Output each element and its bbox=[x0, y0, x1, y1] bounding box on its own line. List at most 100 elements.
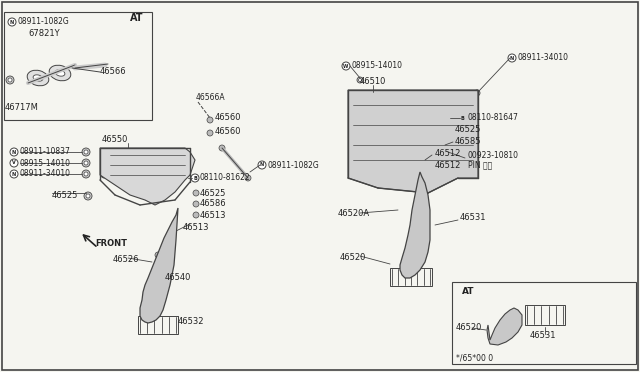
Circle shape bbox=[193, 212, 199, 218]
Text: 46526: 46526 bbox=[113, 256, 140, 264]
Circle shape bbox=[465, 137, 471, 143]
Circle shape bbox=[10, 159, 18, 167]
Polygon shape bbox=[348, 90, 478, 193]
Text: */65*00 0: */65*00 0 bbox=[456, 353, 493, 362]
Text: 08915-14010: 08915-14010 bbox=[351, 61, 402, 71]
Text: 08911-34010: 08911-34010 bbox=[19, 170, 70, 179]
Text: N: N bbox=[12, 150, 16, 154]
Circle shape bbox=[101, 172, 107, 178]
Circle shape bbox=[183, 162, 189, 168]
Circle shape bbox=[458, 114, 466, 122]
Circle shape bbox=[84, 161, 88, 165]
Circle shape bbox=[152, 267, 158, 273]
Circle shape bbox=[82, 170, 90, 178]
Circle shape bbox=[84, 192, 92, 200]
Ellipse shape bbox=[49, 65, 71, 81]
Text: 46586: 46586 bbox=[200, 199, 227, 208]
Circle shape bbox=[155, 252, 161, 258]
Circle shape bbox=[184, 164, 188, 167]
Circle shape bbox=[84, 172, 88, 176]
Circle shape bbox=[86, 194, 90, 198]
Circle shape bbox=[102, 173, 106, 176]
Circle shape bbox=[465, 112, 471, 118]
Circle shape bbox=[356, 138, 360, 141]
Text: 46512: 46512 bbox=[435, 148, 461, 157]
Polygon shape bbox=[400, 172, 430, 278]
Text: 46512: 46512 bbox=[435, 160, 461, 170]
Circle shape bbox=[444, 147, 450, 153]
Text: 08911-1082G: 08911-1082G bbox=[267, 160, 319, 170]
Circle shape bbox=[102, 154, 106, 157]
Text: 46525: 46525 bbox=[52, 192, 78, 201]
Text: N: N bbox=[10, 19, 14, 25]
Text: 46520: 46520 bbox=[340, 253, 366, 263]
Text: 46560: 46560 bbox=[215, 112, 241, 122]
Text: V: V bbox=[12, 160, 16, 166]
Circle shape bbox=[10, 170, 18, 178]
Text: 46540: 46540 bbox=[165, 273, 191, 282]
Text: 46525: 46525 bbox=[200, 189, 227, 198]
Circle shape bbox=[191, 174, 199, 182]
Text: 08110-81622: 08110-81622 bbox=[200, 173, 251, 183]
Circle shape bbox=[476, 92, 479, 94]
Text: 46531: 46531 bbox=[460, 214, 486, 222]
Ellipse shape bbox=[33, 75, 43, 81]
Text: FRONT: FRONT bbox=[95, 240, 127, 248]
Circle shape bbox=[82, 148, 90, 156]
Circle shape bbox=[342, 62, 350, 70]
Text: 46513: 46513 bbox=[183, 224, 209, 232]
Circle shape bbox=[355, 137, 361, 143]
Polygon shape bbox=[487, 308, 522, 345]
Text: 08911-34010: 08911-34010 bbox=[517, 54, 568, 62]
Text: 46585: 46585 bbox=[455, 138, 481, 147]
Ellipse shape bbox=[55, 70, 65, 76]
Text: 46531: 46531 bbox=[530, 331, 557, 340]
Circle shape bbox=[207, 130, 213, 136]
Text: 08110-81647: 08110-81647 bbox=[467, 113, 518, 122]
Circle shape bbox=[357, 77, 363, 83]
Text: 46560: 46560 bbox=[215, 128, 241, 137]
Text: 46513: 46513 bbox=[200, 211, 227, 219]
Circle shape bbox=[183, 152, 189, 158]
Circle shape bbox=[149, 282, 155, 288]
Bar bbox=[452, 282, 636, 364]
Circle shape bbox=[447, 127, 453, 133]
Text: 00923-10810: 00923-10810 bbox=[468, 151, 519, 160]
Text: PIN ピン: PIN ピン bbox=[468, 160, 492, 170]
Text: 08911-10837: 08911-10837 bbox=[19, 148, 70, 157]
Text: 46520: 46520 bbox=[456, 324, 483, 333]
Text: 46525: 46525 bbox=[455, 125, 481, 135]
Bar bbox=[4, 12, 152, 120]
Circle shape bbox=[449, 128, 451, 131]
Circle shape bbox=[184, 154, 188, 157]
Text: B: B bbox=[460, 115, 464, 121]
Text: N: N bbox=[510, 55, 514, 61]
Text: 46550: 46550 bbox=[102, 135, 129, 144]
Circle shape bbox=[6, 76, 14, 84]
Circle shape bbox=[219, 145, 225, 151]
Text: 08911-1082G: 08911-1082G bbox=[17, 17, 68, 26]
Text: 46566: 46566 bbox=[100, 67, 127, 77]
Circle shape bbox=[245, 175, 251, 181]
Text: W: W bbox=[343, 64, 349, 68]
Circle shape bbox=[102, 164, 106, 167]
Circle shape bbox=[258, 161, 266, 169]
Circle shape bbox=[508, 54, 516, 62]
Circle shape bbox=[207, 117, 213, 123]
Text: 46520A: 46520A bbox=[338, 208, 370, 218]
Circle shape bbox=[101, 152, 107, 158]
Circle shape bbox=[358, 78, 362, 81]
Circle shape bbox=[467, 113, 470, 116]
Ellipse shape bbox=[27, 70, 49, 86]
Circle shape bbox=[8, 18, 16, 26]
Bar bbox=[390, 268, 432, 286]
Circle shape bbox=[474, 90, 480, 96]
Circle shape bbox=[101, 162, 107, 168]
Text: B: B bbox=[193, 176, 197, 180]
Circle shape bbox=[193, 201, 199, 207]
Text: AT: AT bbox=[462, 288, 474, 296]
Bar bbox=[525, 305, 565, 325]
Circle shape bbox=[355, 112, 361, 118]
Bar bbox=[138, 316, 178, 334]
Polygon shape bbox=[100, 148, 195, 205]
